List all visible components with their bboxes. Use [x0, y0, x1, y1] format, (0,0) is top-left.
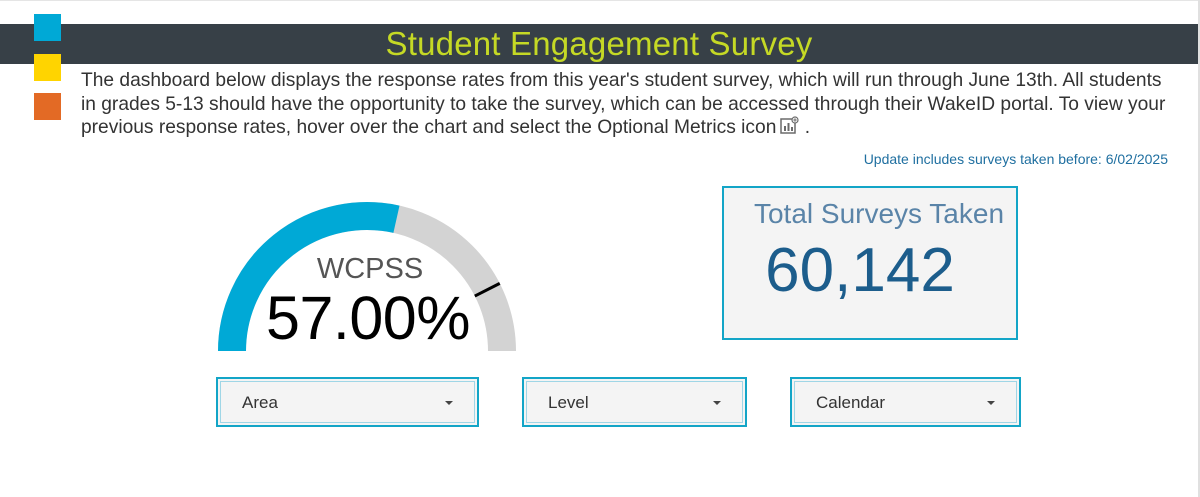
area-filter-dropdown[interactable]: Area [216, 377, 479, 427]
gauge-fill [218, 202, 400, 352]
total-surveys-title: Total Surveys Taken [753, 198, 1005, 229]
right-border [1198, 0, 1200, 497]
intro-trailing-period: . [804, 117, 811, 138]
caret-down-icon [445, 401, 453, 405]
response-rate-gauge[interactable] [210, 196, 525, 361]
level-filter-inner-border [526, 381, 743, 423]
total-surveys-value: 60,142 [765, 236, 955, 305]
caret-down-icon [987, 401, 995, 405]
level-filter-label: Level [548, 393, 589, 412]
title-bar [0, 24, 1198, 64]
orange-accent-square [34, 93, 61, 120]
gauge-value: 57.00% [266, 284, 470, 352]
level-filter-dropdown[interactable]: Level [522, 377, 747, 427]
blue-accent-square [34, 14, 61, 41]
total-surveys-card [722, 186, 1018, 340]
intro-text: The dashboard below displays the respons… [81, 70, 1166, 138]
calendar-filter-label: Calendar [816, 393, 885, 412]
page-title: Student Engagement Survey [385, 25, 813, 62]
top-border [0, 0, 1200, 1]
intro-paragraph: The dashboard below displays the respons… [81, 69, 1181, 140]
gauge-label: WCPSS [316, 253, 424, 285]
area-filter-label: Area [242, 393, 278, 412]
yellow-accent-square [34, 54, 61, 81]
optional-metrics-icon [780, 116, 799, 134]
caret-down-icon [713, 401, 721, 405]
calendar-filter-dropdown[interactable]: Calendar [790, 377, 1021, 427]
calendar-filter-inner-border [794, 381, 1017, 423]
gauge-target-marker [474, 282, 501, 298]
update-note: Update includes surveys taken before: 6/… [863, 151, 1168, 167]
area-filter-inner-border [220, 381, 475, 423]
